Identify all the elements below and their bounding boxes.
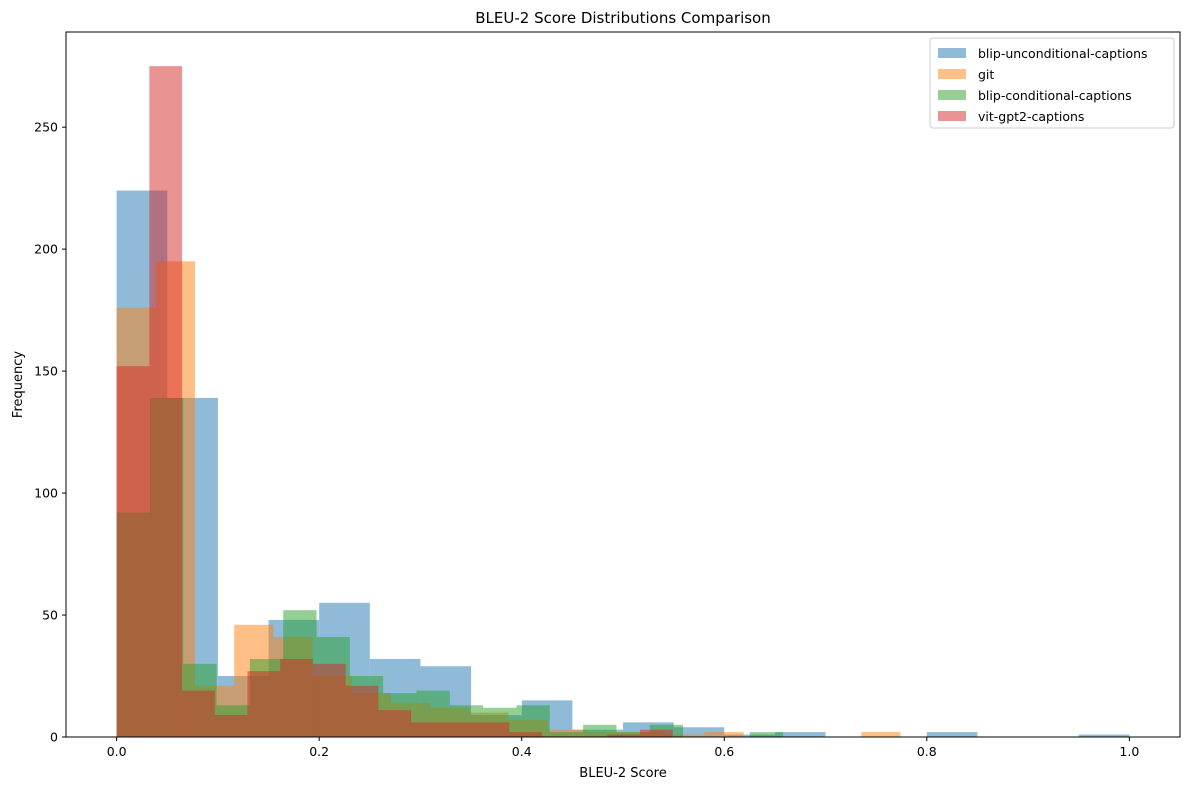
bar-vit-gpt2-captions-2	[182, 690, 215, 737]
bar-vit-gpt2-captions-5	[280, 658, 313, 737]
bar-blip-conditional-captions-13	[549, 732, 584, 737]
y-tick-label: 150	[34, 364, 58, 379]
y-tick-label: 250	[34, 120, 58, 135]
bar-blip-conditional-captions-12	[516, 705, 550, 737]
bar-blip-conditional-captions-14	[583, 724, 617, 737]
legend-item-blip-conditional-captions: blip-conditional-captions	[938, 88, 1132, 103]
legend-swatch	[938, 90, 966, 100]
bar-git-15	[704, 732, 744, 737]
x-tick-label: 1.0	[1119, 744, 1139, 759]
y-tick-label: 100	[34, 486, 58, 501]
axes-frame	[65, 31, 1181, 738]
legend-swatch	[938, 48, 966, 58]
legend-item-git: git	[938, 67, 994, 82]
x-tick-label: 0.6	[714, 744, 734, 759]
legend-swatch	[938, 111, 966, 121]
y-tick-label: 50	[42, 608, 58, 623]
bar-vit-gpt2-captions-16	[640, 729, 673, 737]
bar-blip-conditional-captions-19	[749, 732, 784, 737]
bar-vit-gpt2-captions-12	[509, 732, 542, 737]
chart-title: BLEU-2 Score Distributions Comparison	[475, 9, 771, 27]
bar-vit-gpt2-captions-7	[345, 685, 379, 737]
bar-blip-unconditional-captions-16	[926, 732, 978, 737]
bar-vit-gpt2-captions-3	[214, 715, 248, 737]
legend-label: vit-gpt2-captions	[978, 109, 1084, 124]
histogram-bars	[116, 66, 1130, 738]
legend-item-vit-gpt2-captions: vit-gpt2-captions	[938, 109, 1084, 124]
x-tick-label: 0.8	[917, 744, 937, 759]
plot-area	[66, 32, 1180, 737]
x-tick-label: 0.0	[107, 744, 127, 759]
legend-label: git	[978, 67, 994, 82]
bar-blip-unconditional-captions-11	[673, 727, 725, 737]
bar-blip-unconditional-captions-13	[774, 732, 826, 737]
bar-vit-gpt2-captions-4	[247, 671, 281, 737]
bar-git-14	[665, 734, 705, 737]
bar-vit-gpt2-captions-11	[476, 722, 510, 737]
legend-item-blip-unconditional-captions: blip-unconditional-captions	[938, 46, 1148, 61]
bar-vit-gpt2-captions-0	[116, 366, 150, 737]
y-tick-label: 0	[50, 730, 58, 745]
legend-box	[929, 37, 1175, 129]
x-tick-label: 0.2	[309, 744, 329, 759]
axes: 0.0 0.2 0.4 0.6 0.8 1.0 0 50 100 150 200 250	[34, 31, 1181, 759]
y-axis-label: Frequency	[11, 351, 26, 418]
bar-blip-unconditional-captions-19	[1078, 734, 1130, 737]
bar-vit-gpt2-captions-9	[411, 722, 444, 737]
bar-vit-gpt2-captions-1	[149, 66, 183, 738]
bar-vit-gpt2-captions-15	[607, 734, 641, 737]
bar-git-19	[861, 732, 901, 737]
x-axis-label: BLEU-2 Score	[579, 766, 666, 781]
y-tick-label: 200	[34, 242, 58, 257]
legend: blip-unconditional-captions git blip-condi…	[929, 37, 1175, 129]
bar-vit-gpt2-captions-10	[443, 722, 477, 737]
legend-label: blip-unconditional-captions	[978, 46, 1148, 61]
bar-blip-unconditional-captions-12	[724, 734, 775, 737]
legend-label: blip-conditional-captions	[978, 88, 1132, 103]
x-tick-label: 0.4	[512, 744, 532, 759]
bar-vit-gpt2-captions-8	[378, 710, 412, 737]
bar-vit-gpt2-captions-6	[312, 663, 346, 737]
legend-swatch	[938, 69, 966, 79]
series-vit-gpt2-captions	[116, 66, 673, 738]
